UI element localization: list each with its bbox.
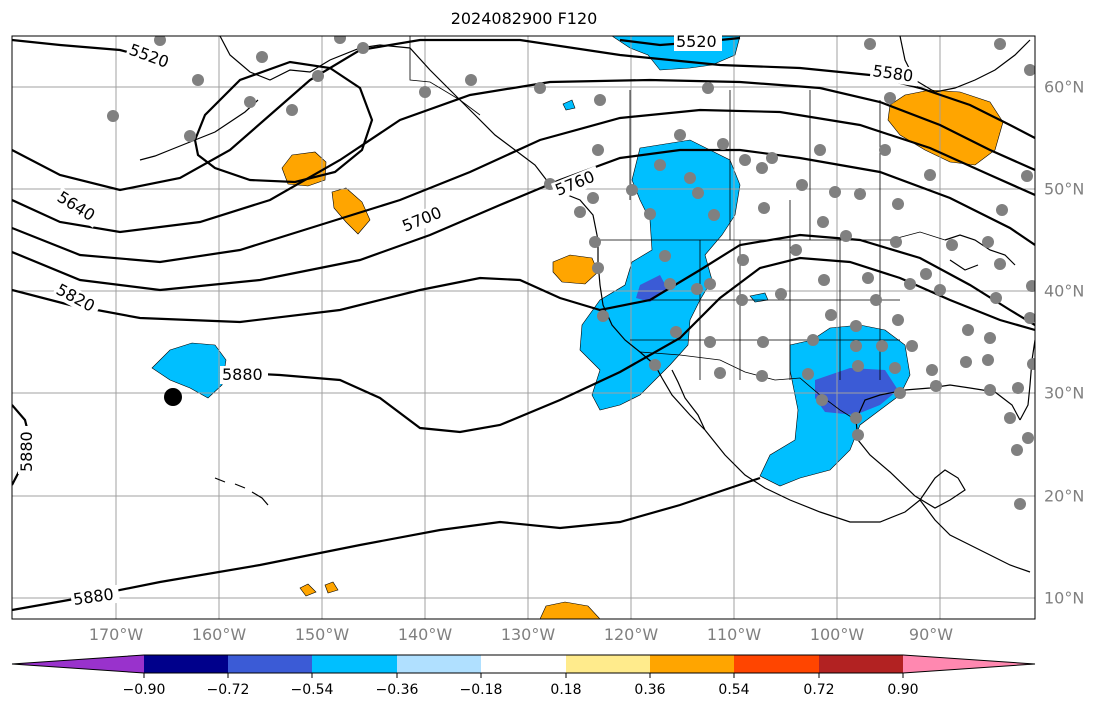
alaska-coast	[219, 36, 549, 183]
lon-label: 90°W	[908, 625, 954, 644]
province-lines	[629, 90, 881, 240]
mexico-coast	[704, 429, 921, 523]
anomaly-shading	[151, 36, 1004, 619]
positive-anomaly-gulf-alaska-2	[331, 187, 371, 235]
contour-label-5880-b: 5880	[17, 431, 36, 472]
map-title: 2024082900 F120	[450, 9, 598, 28]
lat-label: 30°N	[1044, 383, 1085, 403]
lon-label: 100°W	[809, 625, 865, 644]
lat-label: 50°N	[1044, 179, 1085, 199]
positive-anomaly-pacific	[552, 254, 599, 285]
colorbar	[11, 654, 1036, 678]
colorbar-tick-label: −0.90	[122, 682, 166, 698]
positive-anomaly-south	[539, 601, 601, 619]
colorbar-tick-label: 0.72	[803, 682, 835, 698]
colorbar-tick-label: −0.72	[206, 682, 250, 698]
great-lakes	[944, 234, 1016, 271]
colorbar-tick-label: −0.36	[375, 682, 419, 698]
height-contours	[12, 36, 1035, 612]
colorbar-tick-label: 0.18	[550, 682, 582, 698]
lon-label: 120°W	[603, 625, 659, 644]
lat-label: 20°N	[1044, 486, 1085, 506]
us-mexico-border	[639, 351, 857, 421]
contour-5520-low	[193, 60, 374, 184]
lon-label: 110°W	[706, 625, 762, 644]
lon-label: 130°W	[500, 625, 556, 644]
lat-label: 40°N	[1044, 281, 1085, 301]
hudson-bay	[899, 36, 1031, 93]
contour-label-5520-b: 5520	[676, 32, 717, 51]
contour-5640	[12, 78, 1035, 234]
lon-label: 170°W	[88, 625, 144, 644]
central-america	[919, 499, 1031, 573]
coastlines	[139, 36, 1035, 573]
contour-5880-south	[12, 476, 761, 612]
contour-label-5880-a: 5880	[222, 365, 263, 384]
lat-label: 60°N	[1044, 77, 1085, 97]
colorbar-tick-label: 0.90	[887, 682, 919, 698]
lon-label: 150°W	[294, 625, 350, 644]
lon-label: 160°W	[191, 625, 247, 644]
colorbar-tick-label: 0.54	[718, 682, 750, 698]
colorbar-tick-label: 0.36	[634, 682, 666, 698]
station-markers	[107, 36, 1035, 510]
colorbar-extend-low	[12, 655, 144, 673]
map-frame	[11, 35, 1036, 620]
alaska-border	[409, 36, 481, 116]
hawaii	[214, 477, 269, 506]
lon-label: 140°W	[397, 625, 453, 644]
contour-5700	[12, 108, 1035, 264]
colorbar-extend-high	[903, 655, 1035, 673]
east-coast	[1019, 339, 1035, 421]
lat-label: 10°N	[1044, 588, 1085, 608]
colorbar-tick-label: −0.18	[459, 682, 503, 698]
aleutian-chain	[139, 99, 259, 161]
map-plot-area	[12, 36, 1035, 619]
negative-anomaly-south-core	[815, 368, 898, 415]
baja	[661, 369, 706, 431]
highlight-marker	[164, 388, 182, 406]
state-lines	[630, 200, 900, 380]
contour-5820	[12, 233, 1035, 326]
colorbar-tick-label: −0.54	[290, 682, 334, 698]
contour-5580	[12, 38, 1035, 192]
